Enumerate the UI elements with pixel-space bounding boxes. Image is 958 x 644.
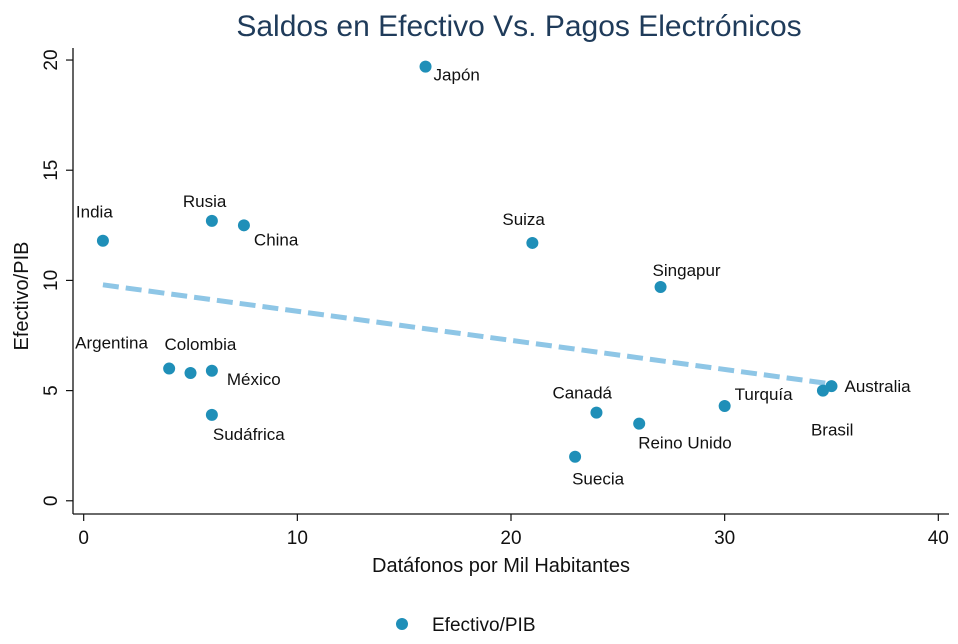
data-point	[205, 214, 218, 227]
data-point	[237, 219, 250, 232]
point-label: Colombia	[165, 335, 237, 354]
point-label: India	[76, 203, 113, 222]
data-point	[654, 281, 667, 294]
data-point	[569, 450, 582, 463]
point-label: Canadá	[552, 384, 612, 403]
data-point	[205, 408, 218, 421]
data-point	[816, 384, 829, 397]
data-point	[163, 362, 176, 375]
y-tick-label: 20	[41, 49, 62, 70]
y-tick-label: 10	[41, 270, 62, 291]
x-tick-label: 10	[287, 528, 308, 549]
point-label: Reino Unido	[638, 434, 732, 453]
point-label: México	[227, 370, 281, 389]
y-tick-label: 15	[41, 160, 62, 181]
y-axis-label: Efectivo/PIB	[11, 242, 33, 351]
data-point	[419, 60, 432, 73]
data-point	[526, 236, 539, 249]
chart-title: Saldos en Efectivo Vs. Pagos Electrónico…	[236, 10, 801, 43]
y-tick-label: 0	[41, 495, 62, 506]
trend-line	[102, 282, 832, 387]
x-axis-label: Datáfonos por Mil Habitantes	[372, 555, 630, 577]
data-point	[205, 364, 218, 377]
legend-label: Efectivo/PIB	[432, 615, 536, 636]
data-point	[633, 417, 646, 430]
point-label: Suecia	[572, 470, 625, 489]
x-tick-label: 20	[500, 528, 521, 549]
point-label: Turquía	[735, 385, 794, 404]
data-point	[718, 400, 731, 413]
point-label: Brasil	[811, 421, 854, 440]
x-tick-label: 40	[928, 528, 949, 549]
y-tick-label: 5	[41, 385, 62, 396]
point-label: China	[254, 230, 299, 249]
data-point	[184, 366, 197, 379]
point-label: Rusia	[183, 192, 227, 211]
point-label: Singapur	[653, 261, 721, 280]
point-label: Sudáfrica	[213, 425, 285, 444]
x-tick-label: 0	[78, 528, 89, 549]
legend-marker	[396, 618, 408, 630]
x-tick-label: 30	[714, 528, 735, 549]
point-label: Argentina	[75, 334, 148, 353]
data-point	[590, 406, 603, 419]
point-label: Suiza	[502, 210, 545, 229]
point-label: Australia	[844, 377, 911, 396]
data-point	[96, 234, 109, 247]
point-label: Japón	[434, 66, 480, 85]
